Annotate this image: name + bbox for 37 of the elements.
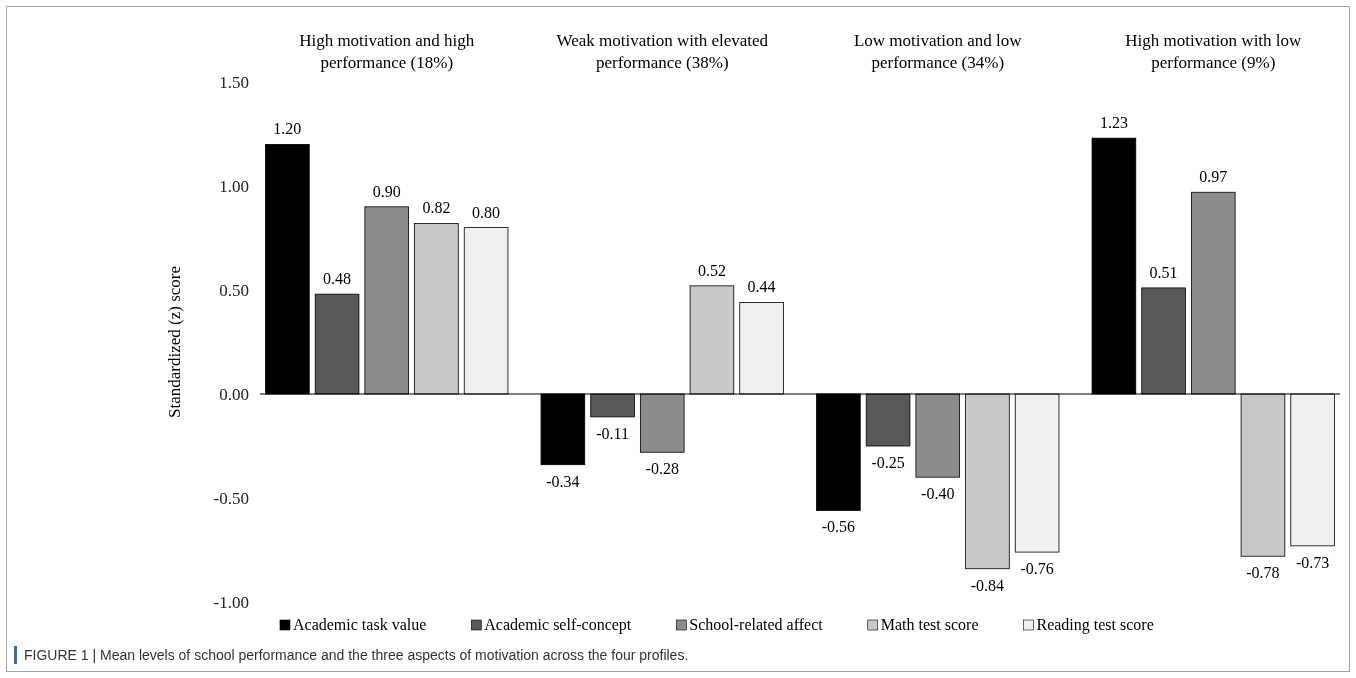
- data-label: -0.11: [596, 424, 629, 442]
- x-tick-label: High motivation and high performance (18%): [299, 31, 475, 72]
- y-tick-label: -0.50: [213, 488, 249, 508]
- y-axis-title: Standardized (z) score: [165, 266, 184, 418]
- y-tick-label: 0.00: [219, 384, 249, 404]
- data-label: 1.23: [1099, 114, 1128, 132]
- data-label: 0.90: [372, 182, 401, 200]
- data-label: 0.82: [422, 199, 451, 217]
- data-label: 0.97: [1199, 168, 1228, 186]
- data-label: 0.80: [472, 203, 501, 221]
- legend-label: Reading test score: [1036, 616, 1154, 634]
- data-label: -0.76: [1020, 560, 1054, 578]
- y-tick-label: -1.00: [213, 592, 249, 612]
- legend-label: Math test score: [880, 616, 979, 633]
- data-label: 1.20: [273, 120, 302, 138]
- data-label: -0.40: [921, 485, 955, 503]
- x-tick-label: High motivation with low performance (9%): [1125, 31, 1303, 72]
- data-label: -0.56: [821, 518, 856, 536]
- data-label: -0.78: [1246, 564, 1280, 582]
- legend-label: Academic task value: [293, 616, 427, 633]
- data-label: -0.73: [1295, 553, 1330, 571]
- x-tick-label: Weak motivation with elevated performance (38%): [556, 31, 769, 72]
- y-tick-label: 1.50: [219, 72, 249, 92]
- x-tick-label: Low motivation and low performance (34%): [853, 31, 1023, 72]
- caption: FIGURE 1 | Mean levels of school performance and the three aspects of motivation across the four profiles.: [24, 647, 689, 663]
- legend-label: Academic self-concept: [484, 616, 632, 634]
- y-tick-label: 1.00: [219, 176, 249, 196]
- legend-label: School-related affect: [689, 616, 824, 633]
- data-label: 0.48: [323, 270, 352, 288]
- data-label: 0.44: [747, 278, 776, 296]
- data-label: -0.28: [645, 460, 679, 478]
- data-label: -0.25: [871, 454, 905, 471]
- data-label: 0.51: [1149, 263, 1178, 281]
- data-label: 0.52: [697, 261, 726, 279]
- data-label: -0.34: [546, 472, 580, 490]
- y-tick-label: 0.50: [219, 280, 249, 300]
- data-label: -0.84: [970, 576, 1005, 594]
